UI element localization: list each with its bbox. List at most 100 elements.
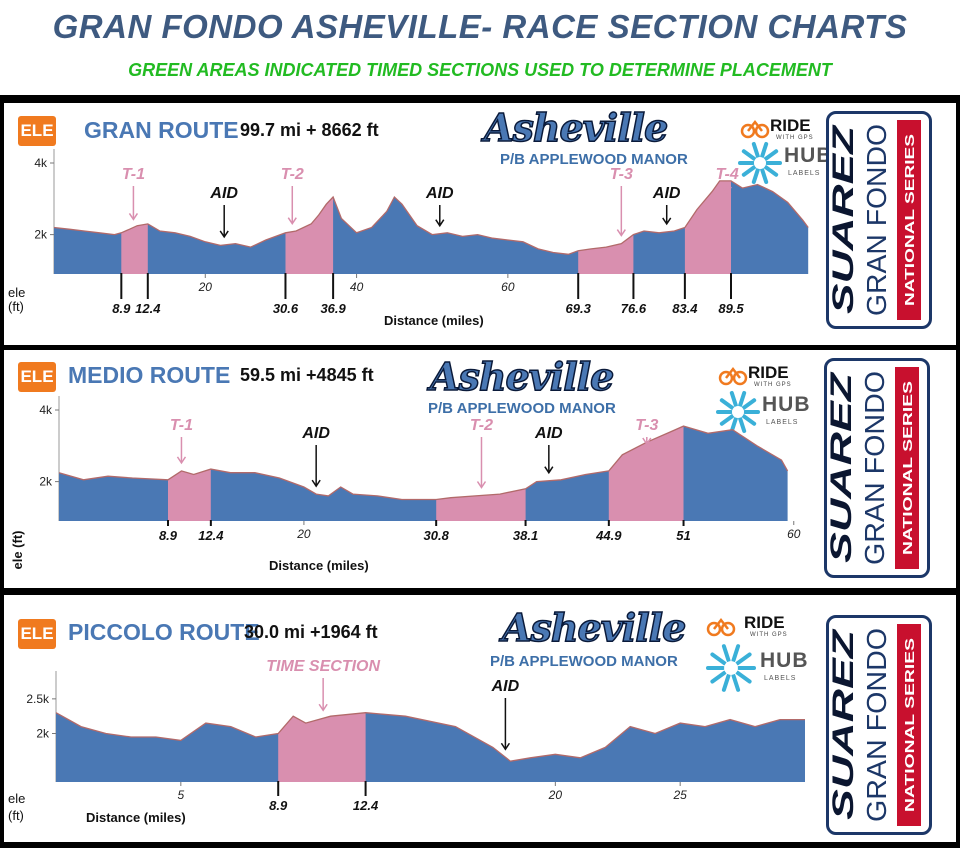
hub-labels-icon (738, 141, 782, 185)
x-tick-label: 20 (198, 280, 213, 294)
route-name: MEDIO ROUTE (68, 362, 231, 388)
timed-section-4 (684, 180, 731, 274)
hub-labels-label: HUB (784, 144, 833, 167)
ride-with-gps-sub: WITH GPS (754, 382, 792, 388)
x-tick-label: 40 (350, 280, 364, 294)
x-tick-label: 60 (501, 280, 515, 294)
profile-outline (55, 712, 805, 762)
series-logo: SUAREZ GRAN FONDO NATIONAL SERIES (826, 615, 932, 835)
profile-outline (58, 425, 789, 501)
page-title: GRAN FONDO ASHEVILLE- RACE SECTION CHART… (52, 8, 908, 45)
arrow-head (476, 481, 487, 489)
arrow-head (616, 229, 626, 237)
y-axis-label: (ft) (8, 299, 24, 314)
gran-route-panel: ELE GRAN ROUTE 99.7 mi + 8662 ft Ashevil… (4, 103, 956, 345)
arrow-head (287, 217, 297, 226)
series-line3: NATIONAL SERIES (900, 381, 915, 555)
profile-outline (53, 180, 809, 255)
y-axis-label: (ft) (8, 808, 24, 823)
ride-with-gps-sub: WITH GPS (776, 135, 814, 141)
x-axis-label: Distance (miles) (384, 313, 484, 328)
hub-labels-icon (706, 644, 756, 692)
ride-with-gps-label: RIDE (744, 613, 785, 632)
marker-label: 44.9 (595, 528, 622, 543)
arrow-head (642, 437, 652, 446)
timed-section-3 (608, 426, 684, 521)
aid-label: AID (425, 185, 454, 202)
gran-route-chart: 2k 4k 20 40 60 8.9 12.4 30.6 36.9 69.3 76.6 83.4 89.… (8, 149, 809, 328)
x-tick-label: 20 (296, 527, 311, 541)
asheville-logo: Asheville (501, 604, 687, 651)
timed-label: TIME SECTION (266, 658, 380, 675)
y-tick-label: 2.5k (26, 692, 50, 706)
marker-label: 69.3 (566, 301, 592, 316)
x-tick-label: 60 (787, 527, 801, 541)
arrow-head (128, 213, 139, 221)
marker-label: 89.5 (718, 301, 744, 316)
timed-section-2 (436, 488, 526, 521)
hub-labels-sub: LABELS (788, 170, 821, 177)
series-red-band (895, 367, 919, 569)
ride-with-gps-icon (718, 366, 748, 386)
timed-label: T-3 (635, 417, 658, 434)
y-tick-label: 2k (36, 727, 50, 741)
timed-section-1 (121, 223, 148, 274)
route-stats: 99.7 mi + 8662 ft (240, 120, 379, 140)
y-axis-label: ele (8, 285, 25, 300)
ride-with-gps-icon (740, 119, 770, 139)
series-line1: SUAREZ (829, 123, 860, 314)
hub-labels-label: HUB (762, 393, 811, 416)
arrow-head (219, 230, 229, 239)
arrow-head (722, 186, 732, 195)
hub-labels-sub: LABELS (766, 419, 799, 426)
arrow-head (544, 466, 554, 475)
series-logo: SUAREZ GRAN FONDO NATIONAL SERIES (826, 111, 932, 329)
x-axis-label: Distance (miles) (86, 810, 186, 825)
marker-label: 8.9 (159, 528, 178, 543)
series-line3: NATIONAL SERIES (902, 134, 917, 306)
ele-badge: ELE (18, 116, 56, 146)
route-name: GRAN ROUTE (84, 117, 239, 143)
arrow-head (318, 703, 328, 712)
arrow-head (500, 742, 511, 751)
y-axis-label: ele (ft) (10, 531, 25, 570)
arrow-head (176, 456, 187, 465)
marker-label: 76.6 (621, 301, 647, 316)
y-tick-label: 2k (34, 228, 48, 242)
x-tick-label: 5 (177, 788, 184, 802)
timed-section-1 (278, 712, 366, 782)
hub-labels-icon (716, 390, 760, 434)
piccolo-route-chart: 2k 2.5k 5 20 25 8.9 12.4 TIME SECTION AID Distanc… (8, 658, 805, 825)
arrow-head (662, 217, 672, 226)
medio-route-chart: 2k 4k 20 60 8.9 12.4 30.8 38.1 44.9 51 T-1 AID T-2 AI… (10, 396, 801, 573)
route-stats: 59.5 mi +4845 ft (240, 365, 374, 385)
arrow-head (435, 219, 445, 228)
y-axis-label: ele (8, 791, 25, 806)
marker-label: 8.9 (112, 301, 131, 316)
hub-labels-label: HUB (760, 649, 809, 672)
presented-by: P/B APPLEWOOD MANOR (428, 400, 616, 417)
hub-labels-sub: LABELS (764, 675, 797, 682)
marker-label: 30.8 (424, 528, 450, 543)
ride-with-gps-label: RIDE (770, 116, 811, 135)
x-tick-label: 25 (672, 788, 687, 802)
timed-label: T-4 (716, 166, 739, 183)
marker-label: 38.1 (513, 528, 538, 543)
series-line2: GRAN FONDO (859, 371, 890, 565)
series-logo: SUAREZ GRAN FONDO NATIONAL SERIES (824, 358, 930, 578)
route-name: PICCOLO ROUTE (68, 619, 260, 645)
marker-label: 36.9 (320, 301, 346, 316)
series-line2: GRAN FONDO (861, 628, 892, 822)
y-tick-label: 4k (39, 403, 53, 417)
timed-label: T-1 (122, 166, 145, 183)
piccolo-route-panel: ELE PICCOLO ROUTE 30.0 mi +1964 ft Ashev… (4, 595, 956, 842)
x-tick-label: 20 (548, 788, 563, 802)
ele-badge: ELE (18, 362, 56, 392)
header: GRAN FONDO ASHEVILLE- RACE SECTION CHART… (0, 0, 960, 95)
x-axis-label: Distance (miles) (269, 558, 369, 573)
timed-label: T-2 (470, 417, 493, 434)
ride-with-gps-icon (706, 617, 736, 637)
timed-section-1 (168, 469, 211, 521)
ride-with-gps-label: RIDE (748, 363, 789, 382)
marker-label: 83.4 (672, 301, 698, 316)
